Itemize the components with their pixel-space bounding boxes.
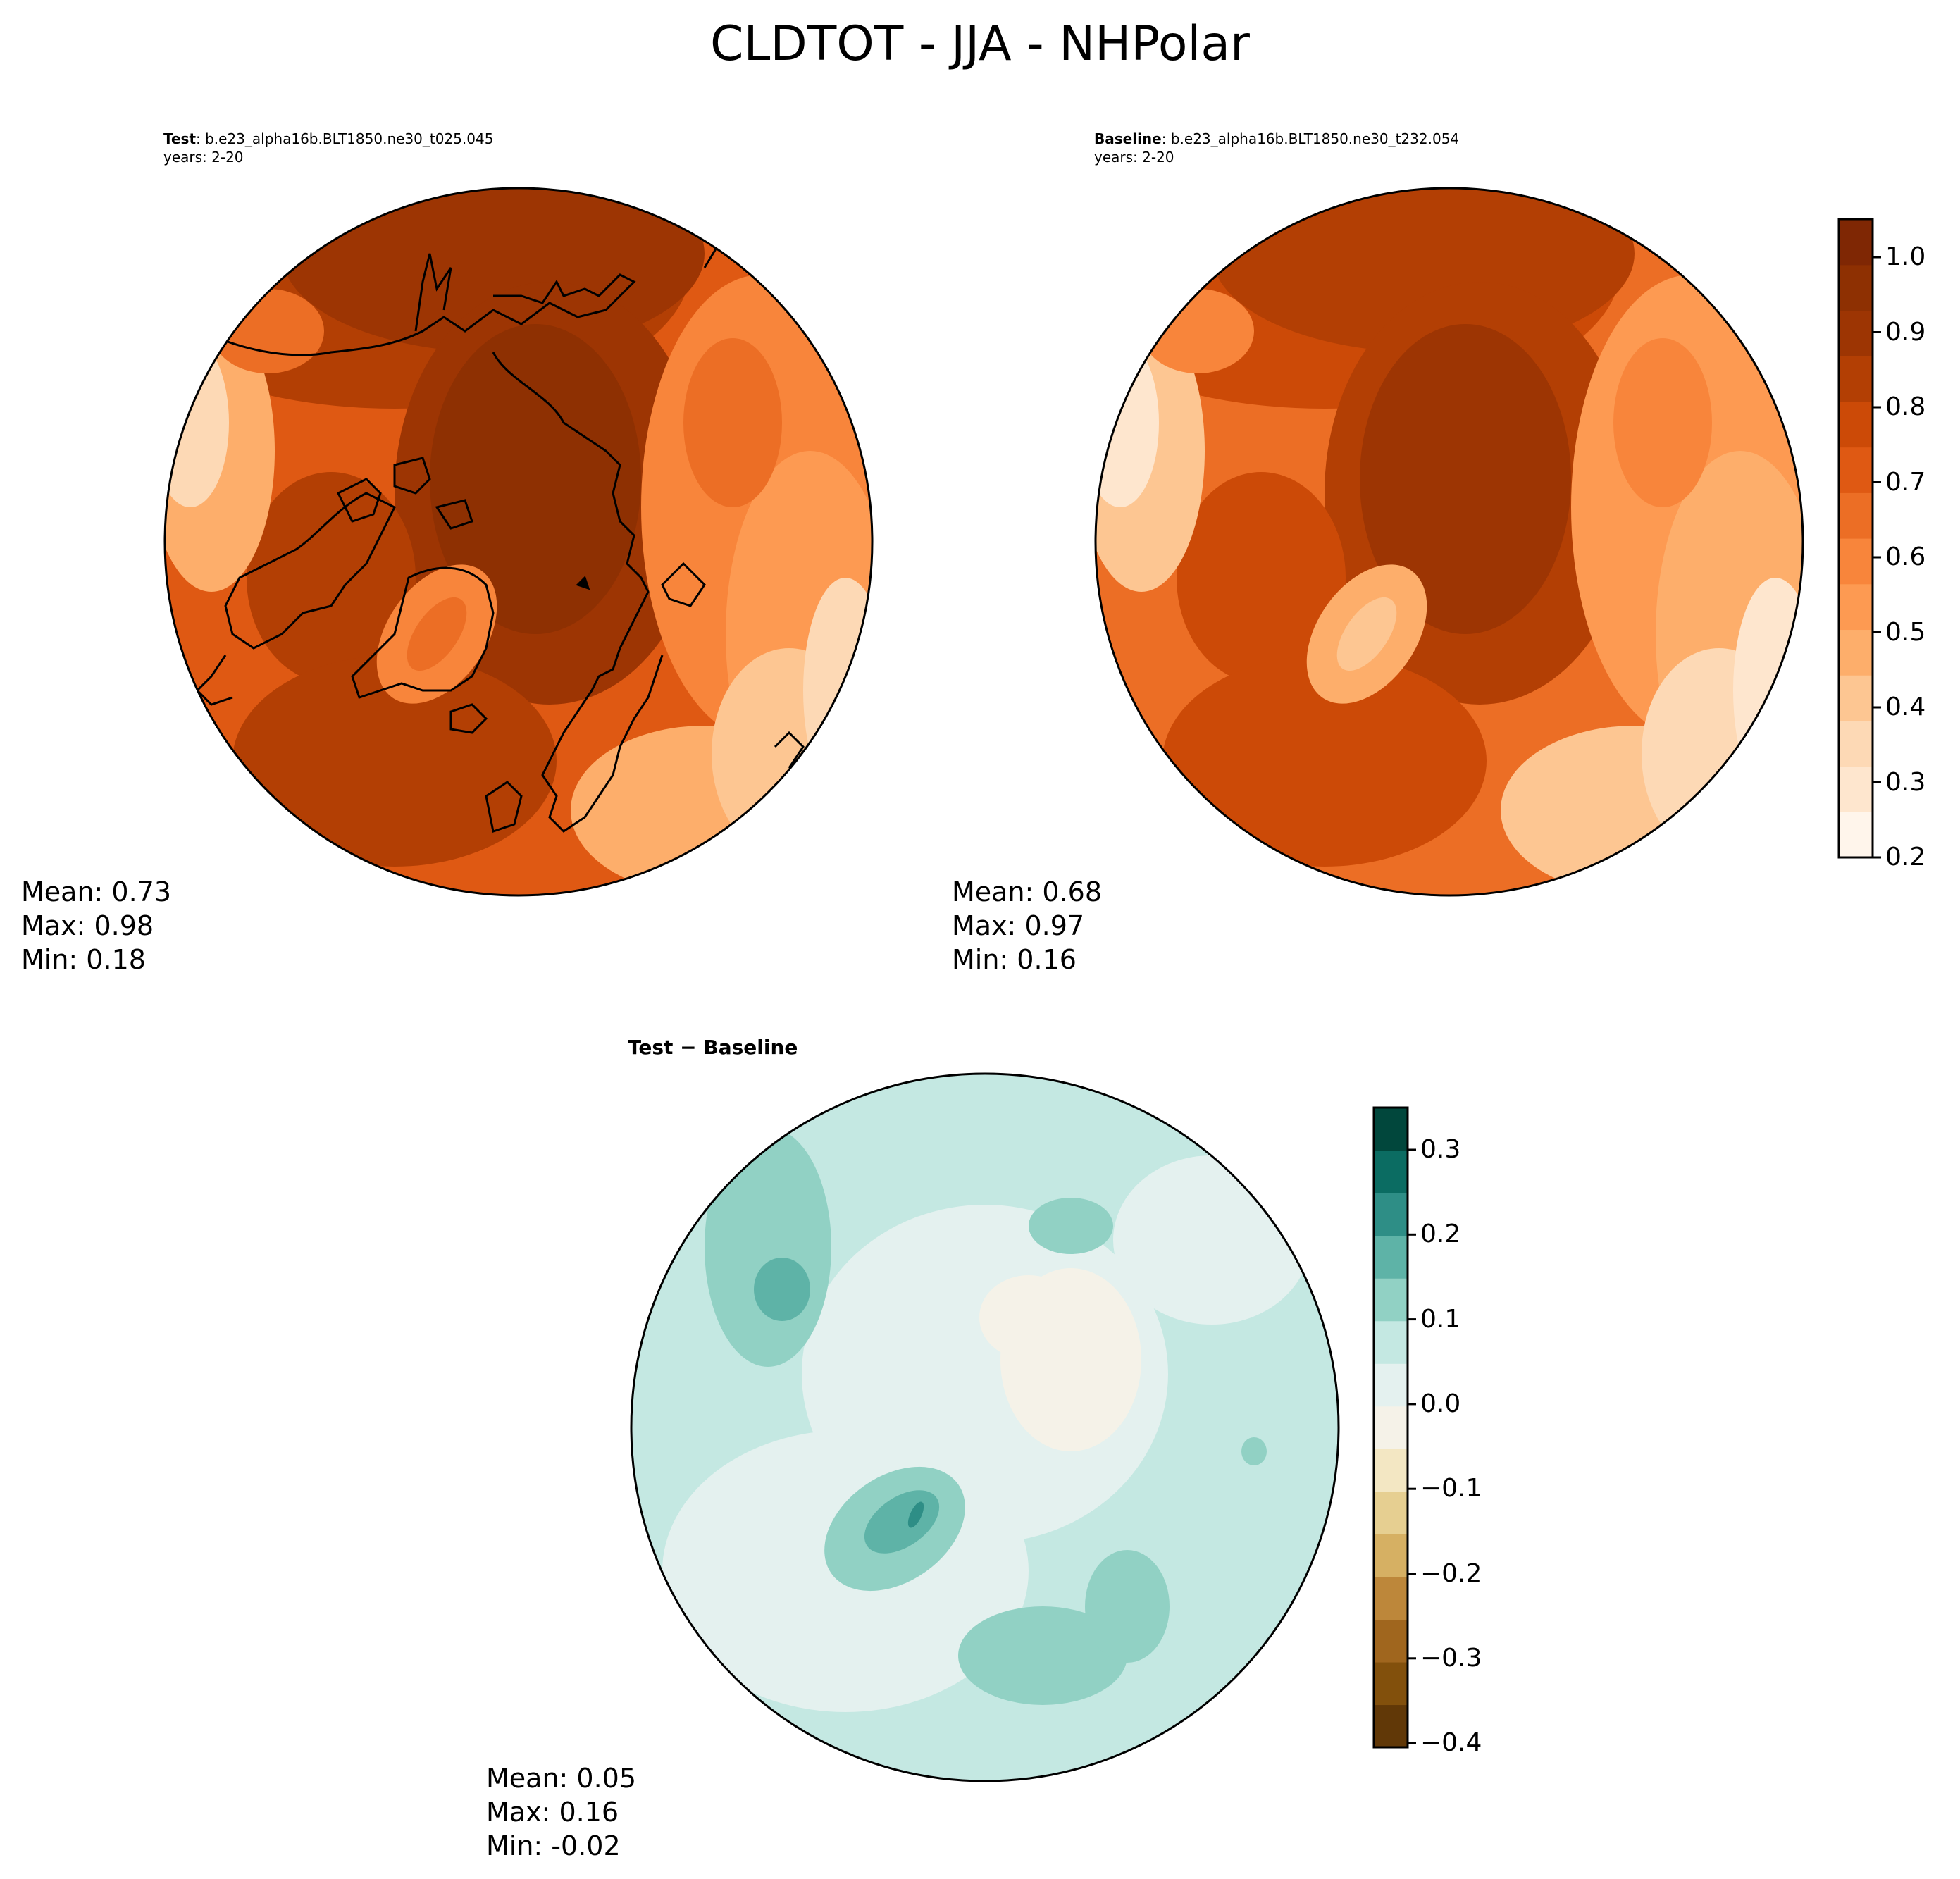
diff-min: Min: -0.02 bbox=[486, 1830, 621, 1861]
diff-colorbar-tick-label: 0.0 bbox=[1420, 1389, 1461, 1418]
diff-colorbar-segment bbox=[1374, 1278, 1408, 1322]
main-colorbar-segment bbox=[1839, 766, 1873, 812]
main-colorbar-tick-label: 0.8 bbox=[1885, 392, 1926, 421]
main-colorbar-tick-label: 0.3 bbox=[1885, 767, 1926, 797]
main-colorbar-segment bbox=[1839, 629, 1873, 676]
main-colorbar-segment bbox=[1839, 538, 1873, 585]
main-colorbar-tick-label: 0.7 bbox=[1885, 467, 1926, 497]
test-case-name: : b.e23_alpha16b.BLT1850.ne30_t025.045 bbox=[196, 130, 494, 147]
test-years: years: 2-20 bbox=[163, 149, 244, 166]
test-mean: Mean: 0.73 bbox=[21, 876, 172, 907]
diff-colorbar-segment bbox=[1374, 1704, 1408, 1748]
diff-colorbar-tick-label: 0.1 bbox=[1420, 1304, 1461, 1334]
diff-colorbar-segment bbox=[1374, 1193, 1408, 1236]
diff-panel-title: Test − Baseline bbox=[628, 1036, 798, 1059]
main-colorbar-segment bbox=[1839, 720, 1873, 767]
test-min: Min: 0.18 bbox=[21, 944, 146, 975]
diff-colorbar-segment bbox=[1374, 1235, 1408, 1279]
main-colorbar-tick-label: 0.4 bbox=[1885, 693, 1926, 721]
diff-max: Max: 0.16 bbox=[486, 1797, 619, 1828]
diff-map-boundary bbox=[630, 1072, 1340, 1782]
diff-colorbar-segment bbox=[1374, 1619, 1408, 1663]
diff-polar-map bbox=[631, 1074, 1339, 1781]
diff-stats: Mean: 0.05 Max: 0.16 Min: -0.02 bbox=[486, 1761, 636, 1863]
diff-colorbar-segment bbox=[1374, 1320, 1408, 1364]
baseline-max: Max: 0.97 bbox=[952, 910, 1085, 941]
diff-colorbar-segment bbox=[1374, 1491, 1408, 1534]
diff-colorbar-tick-label: −0.1 bbox=[1420, 1474, 1482, 1503]
diff-colorbar-segment bbox=[1374, 1449, 1408, 1492]
diff-colorbar-tick-label: −0.3 bbox=[1420, 1643, 1482, 1673]
test-stats: Mean: 0.73 Max: 0.98 Min: 0.18 bbox=[21, 875, 171, 976]
baseline-label-bold: Baseline bbox=[1094, 130, 1162, 147]
baseline-map-boundary bbox=[1094, 187, 1804, 897]
baseline-years: years: 2-20 bbox=[1094, 149, 1174, 166]
main-colorbar-segment bbox=[1839, 675, 1873, 721]
test-label-bold: Test bbox=[163, 130, 197, 147]
diff-colorbar-tick-label: −0.4 bbox=[1420, 1728, 1482, 1758]
diff-colorbar-segment bbox=[1374, 1108, 1408, 1151]
main-colorbar-segment bbox=[1839, 492, 1873, 539]
main-colorbar-tick-label: 1.0 bbox=[1885, 242, 1926, 271]
main-colorbar-segment bbox=[1839, 447, 1873, 493]
baseline-panel-title: Baseline: b.e23_alpha16b.BLT1850.ne30_t2… bbox=[1094, 130, 1459, 148]
main-colorbar-segment bbox=[1839, 310, 1873, 356]
baseline-stats: Mean: 0.68 Max: 0.97 Min: 0.16 bbox=[952, 875, 1102, 976]
diff-mean: Mean: 0.05 bbox=[486, 1763, 637, 1794]
main-colorbar-segment bbox=[1839, 812, 1873, 858]
test-max: Max: 0.98 bbox=[21, 910, 154, 941]
diff-colorbar-tick-label: 0.3 bbox=[1420, 1135, 1461, 1164]
diff-colorbar-segment bbox=[1374, 1406, 1408, 1449]
main-colorbar bbox=[1837, 218, 1881, 859]
diff-colorbar-segment bbox=[1374, 1363, 1408, 1407]
diff-colorbar-segment bbox=[1374, 1534, 1408, 1577]
baseline-min: Min: 0.16 bbox=[952, 944, 1077, 975]
baseline-case-name: : b.e23_alpha16b.BLT1850.ne30_t232.054 bbox=[1161, 130, 1460, 147]
diff-colorbar-segment bbox=[1374, 1150, 1408, 1193]
diff-colorbar-border bbox=[1372, 1106, 1409, 1749]
main-colorbar-segment bbox=[1839, 264, 1873, 311]
main-colorbar-segment bbox=[1839, 219, 1873, 266]
test-panel-title: Test: b.e23_alpha16b.BLT1850.ne30_t025.0… bbox=[163, 130, 493, 148]
diff-colorbar-segment bbox=[1374, 1576, 1408, 1620]
diff-colorbar-tick-label: 0.2 bbox=[1420, 1220, 1461, 1249]
main-colorbar-segment bbox=[1839, 401, 1873, 448]
test-polar-map bbox=[165, 188, 872, 895]
baseline-mean: Mean: 0.68 bbox=[952, 876, 1103, 907]
test-map-boundary bbox=[163, 187, 874, 897]
diff-colorbar-tick-label: −0.2 bbox=[1420, 1558, 1482, 1588]
main-colorbar-segment bbox=[1839, 356, 1873, 402]
main-colorbar-tick-label: 0.6 bbox=[1885, 542, 1926, 571]
main-colorbar-tick-label: 0.2 bbox=[1885, 843, 1926, 872]
main-colorbar-tick-label: 0.5 bbox=[1885, 617, 1926, 647]
diff-colorbar-segment bbox=[1374, 1661, 1408, 1706]
page-title: CLDTOT - JJA - NHPolar bbox=[710, 16, 1250, 72]
main-colorbar-border bbox=[1837, 218, 1874, 859]
main-colorbar-segment bbox=[1839, 583, 1873, 631]
diff-colorbar bbox=[1372, 1106, 1416, 1749]
baseline-polar-map bbox=[1096, 188, 1803, 895]
main-colorbar-tick-label: 0.9 bbox=[1885, 317, 1926, 347]
